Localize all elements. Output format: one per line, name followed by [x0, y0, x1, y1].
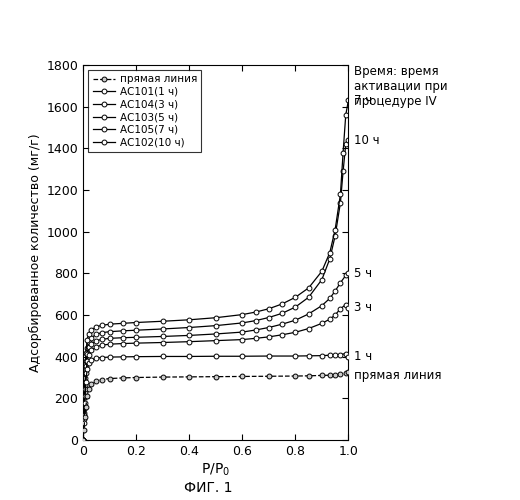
Text: прямая линия: прямая линия [354, 369, 441, 382]
Text: 10 ч: 10 ч [354, 134, 379, 146]
Text: 5 ч: 5 ч [354, 267, 372, 280]
Text: 1 ч: 1 ч [354, 350, 372, 363]
Y-axis label: Адсорбированное количество (мг/г): Адсорбированное количество (мг/г) [29, 133, 42, 372]
Text: 3 ч: 3 ч [354, 301, 372, 314]
Text: 7 ч: 7 ч [354, 94, 372, 107]
Text: ФИГ. 1: ФИГ. 1 [184, 481, 232, 495]
Text: Время: время
активации при
процедуре IV: Время: время активации при процедуре IV [354, 65, 447, 108]
Legend: прямая линия, AC101(1 ч), AC104(3 ч), AC103(5 ч), AC105(7 ч), AC102(10 ч): прямая линия, AC101(1 ч), AC104(3 ч), AC… [88, 70, 201, 152]
X-axis label: P/P$_0$: P/P$_0$ [201, 462, 230, 478]
